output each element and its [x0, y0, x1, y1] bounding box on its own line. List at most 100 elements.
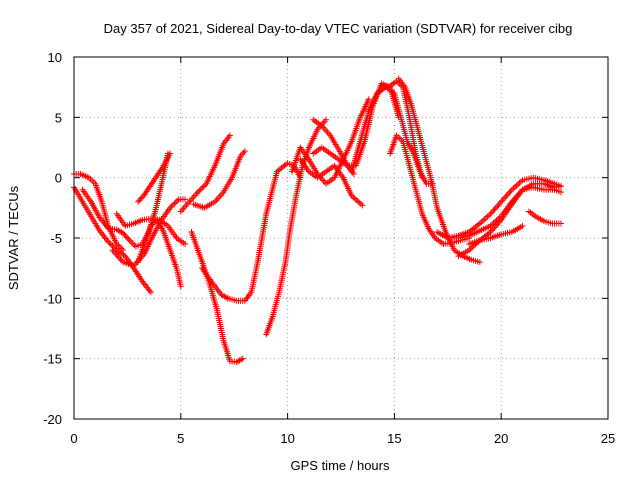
data-point: [488, 209, 495, 216]
data-point: [487, 210, 494, 217]
data-point: [138, 194, 145, 201]
series-arc-8: [177, 132, 233, 215]
data-point: [514, 181, 521, 188]
data-point: [351, 195, 358, 202]
data-points: [71, 75, 565, 366]
data-point: [479, 217, 486, 224]
y-tick-label: 5: [55, 110, 62, 125]
y-tick-label: 0: [55, 171, 62, 186]
data-point: [120, 230, 127, 237]
data-point: [168, 203, 175, 210]
data-point: [494, 203, 501, 210]
data-point: [123, 234, 130, 241]
data-point: [125, 235, 132, 242]
x-axis-label: GPS time / hours: [291, 458, 390, 473]
series-arc-15: [297, 156, 366, 209]
chart-title: Day 357 of 2021, Sidereal Day-to-day VTE…: [104, 21, 573, 36]
data-point: [167, 204, 174, 211]
data-point: [503, 192, 510, 199]
data-point: [122, 233, 129, 240]
x-tick-label: 15: [387, 431, 401, 446]
data-point: [558, 220, 565, 227]
series-arc-21: [395, 75, 483, 266]
data-point: [117, 256, 124, 263]
x-tick-labels: 0 5 10 15 20 25: [70, 431, 615, 446]
data-point: [177, 283, 184, 290]
data-point: [199, 184, 206, 191]
data-point: [365, 96, 372, 103]
data-point: [359, 202, 366, 209]
data-point: [137, 195, 144, 202]
data-point: [485, 212, 492, 219]
data-point: [196, 187, 203, 194]
data-point: [110, 248, 117, 255]
data-point: [508, 186, 515, 193]
data-point: [182, 196, 189, 203]
data-point: [516, 179, 523, 186]
data-point: [499, 197, 506, 204]
data-point: [105, 238, 112, 245]
data-point: [354, 198, 361, 205]
data-point: [200, 183, 207, 190]
data-point: [511, 183, 518, 190]
x-tick-label: 5: [177, 431, 184, 446]
data-point: [135, 198, 142, 205]
data-point: [481, 216, 488, 223]
data-point: [194, 189, 201, 196]
data-point: [182, 241, 189, 248]
data-point: [558, 189, 565, 196]
data-point: [498, 198, 505, 205]
y-tick-label: -15: [43, 352, 62, 367]
series-arc-18: [348, 78, 426, 181]
series-arc-6: [135, 216, 184, 290]
data-point: [169, 202, 176, 209]
data-point: [492, 204, 499, 211]
data-point: [202, 182, 209, 189]
data-point: [357, 201, 364, 208]
series-arc-10: [188, 228, 246, 366]
data-point: [519, 222, 526, 229]
data-point: [197, 186, 204, 193]
y-tick-labels: 10 5 0 -5 -10 -15 -20: [43, 50, 62, 427]
data-point: [121, 231, 128, 238]
data-point: [504, 191, 511, 198]
data-point: [490, 207, 497, 214]
data-point: [482, 215, 489, 222]
x-tick-label: 0: [70, 431, 77, 446]
y-axis-label: SDTVAR / TECUs: [6, 185, 21, 290]
data-point: [510, 185, 517, 192]
data-point: [513, 182, 520, 189]
data-point: [353, 196, 360, 203]
data-point: [140, 193, 147, 200]
y-tick-label: -10: [43, 291, 62, 306]
data-point: [172, 199, 179, 206]
data-point: [356, 199, 363, 206]
x-tick-label: 25: [601, 431, 615, 446]
y-tick-label: 10: [48, 50, 62, 65]
series-arc-12: [224, 160, 304, 304]
data-point: [106, 240, 113, 247]
y-tick-label: -20: [43, 412, 62, 427]
series-arc-5: [113, 210, 189, 248]
series-arc-9: [190, 148, 248, 211]
data-point: [226, 132, 233, 139]
series-arc-26: [525, 208, 565, 227]
data-point: [116, 254, 123, 261]
data-point: [239, 355, 246, 362]
series-arc-11: [199, 265, 231, 302]
series-arc-19: [365, 84, 436, 187]
series-arc-20: [387, 132, 473, 248]
data-point: [476, 259, 483, 266]
x-tick-label: 10: [280, 431, 294, 446]
data-point: [147, 289, 154, 296]
data-point: [171, 200, 178, 207]
series-arc-24: [455, 184, 565, 260]
data-point: [558, 183, 565, 190]
y-tick-label: -5: [50, 231, 62, 246]
data-point: [506, 189, 513, 196]
data-point: [484, 213, 491, 220]
series-arc-25: [466, 222, 526, 248]
data-point: [109, 247, 116, 254]
data-point: [491, 206, 498, 213]
data-point: [502, 194, 509, 201]
